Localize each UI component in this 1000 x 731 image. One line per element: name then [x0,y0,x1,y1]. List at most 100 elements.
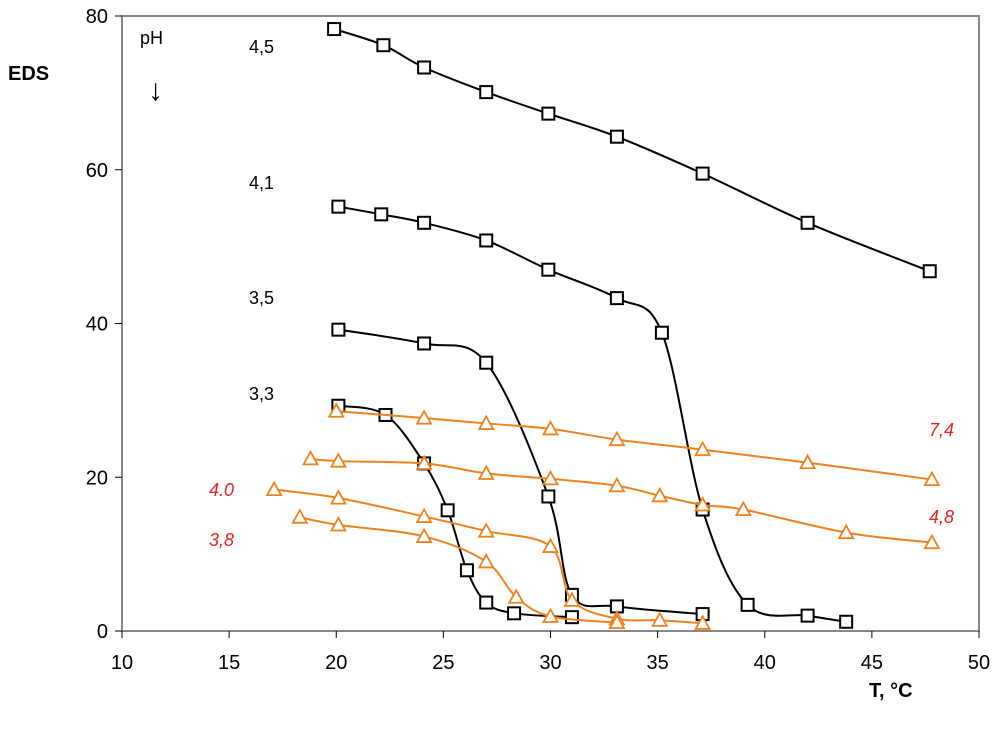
x-tick-label: 10 [111,652,133,674]
data-point-square [479,595,494,610]
data-point-triangle [302,449,320,466]
data-point-square [740,597,755,612]
x-tick-label: 35 [647,652,669,674]
series-4,1 [331,199,854,629]
x-tick-label: 50 [968,652,990,674]
data-point-triangle [415,507,433,523]
data-point-triangle [415,454,433,470]
data-point-triangle [541,537,560,553]
series-3,8 [291,508,626,630]
data-point-triangle [415,527,433,543]
series-7,4 [327,402,941,487]
data-point-square [654,325,669,340]
data-point-square [541,489,556,504]
data-point-triangle [608,613,626,630]
x-tick-label: 40 [754,652,776,674]
data-point-square [331,199,346,214]
data-point-triangle [563,591,581,607]
x-tick-label: 30 [539,652,561,674]
data-point-triangle [694,614,712,630]
series-3,5 [331,322,710,622]
series-label: 4,1 [249,173,274,193]
data-point-square [541,106,556,121]
data-point-square [440,503,455,518]
data-point-square [839,614,854,629]
data-point-triangle [608,476,626,493]
data-point-triangle [329,489,347,505]
data-point-triangle [265,480,283,497]
data-point-square [479,233,494,248]
x-axis-title: T, °C [869,680,913,702]
data-point-triangle [477,552,495,569]
data-point-square [695,166,710,181]
series-label: 4,8 [929,507,954,527]
series-3,3 [331,398,579,625]
axes: 10 15 20 25 30 35 40 45 50 0 20 40 60 80 [86,6,990,674]
x-tick-label: 20 [325,652,347,674]
data-point-square [507,606,522,621]
y-tick-label: 20 [86,467,108,489]
series-layer [265,22,941,630]
data-point-triangle [651,611,669,627]
data-point-triangle [541,419,560,436]
data-point-square [417,215,432,230]
data-point-square [331,322,346,337]
data-point-square [417,336,432,351]
series-label: 4,5 [249,37,274,57]
data-point-triangle [734,500,752,517]
data-point-square [800,215,815,230]
data-point-square [479,85,494,100]
x-tick-label: 15 [218,652,240,674]
series-label: 3,8 [209,530,234,550]
series-label: 7,4 [929,420,954,440]
series-label: 3,5 [249,288,274,308]
data-point-triangle [608,430,626,447]
series-label: 4.0 [209,480,234,500]
data-point-triangle [329,516,347,532]
y-tick-label: 40 [86,314,108,336]
data-point-square [479,355,494,370]
ph-arrow: ↓ [148,74,163,107]
data-point-triangle [477,464,495,480]
data-point-square [327,22,342,37]
y-tick-label: 80 [86,6,108,28]
data-point-square [564,610,579,625]
data-point-triangle [694,440,712,457]
data-point-square [922,264,937,279]
series-line [310,457,932,544]
data-point-triangle [651,486,669,503]
y-tick-label: 0 [97,621,108,643]
y-axis-title: EDS [8,63,49,85]
series-label: 3,3 [249,384,274,404]
data-point-triangle [923,470,941,487]
data-point-triangle [799,453,817,470]
data-point-triangle [477,414,495,430]
data-point-triangle [291,508,309,524]
data-point-square [374,207,389,222]
data-point-triangle [477,522,495,538]
data-point-square [609,291,624,306]
data-point-triangle [541,607,560,623]
series-line [338,404,572,619]
data-point-square [541,262,556,277]
data-point-triangle [837,523,855,540]
data-point-triangle [329,452,347,468]
data-point-square [800,608,815,623]
series-4,8 [302,449,941,550]
labels-layer: 4,5 4,1 3,5 3,3 7,4 4,8 4.0 3,8 [209,37,954,550]
data-point-triangle [507,588,525,604]
data-point-square [417,60,432,75]
series-line [338,328,703,616]
x-tick-label: 25 [432,652,454,674]
data-point-triangle [541,469,560,486]
series-line [338,205,847,623]
series-4,5 [327,22,937,279]
data-point-square [376,38,391,53]
data-point-square [609,129,624,144]
data-point-square [459,563,474,578]
data-point-triangle [415,409,433,425]
data-point-triangle [327,402,345,418]
y-tick-label: 60 [86,160,108,182]
data-point-triangle [923,533,941,550]
